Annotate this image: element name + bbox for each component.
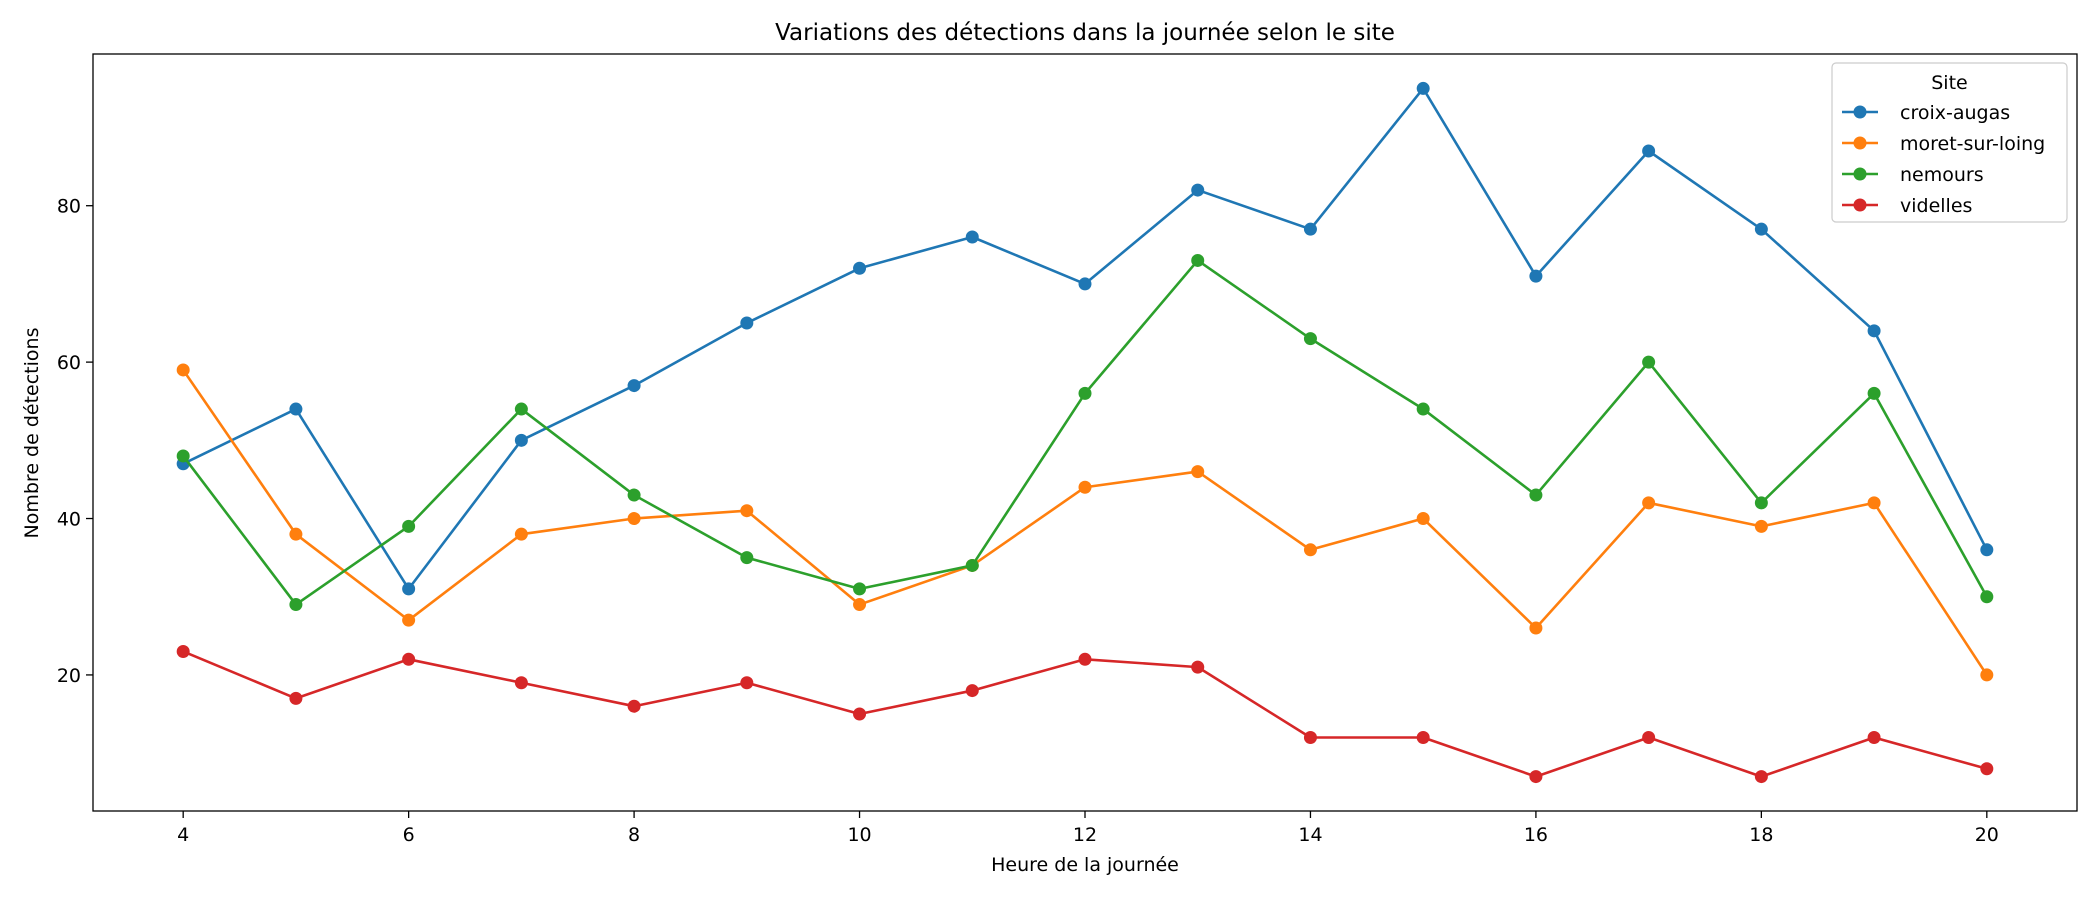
x-tick-label-16: 16 (1524, 824, 1548, 846)
x-tick-label-8: 8 (628, 824, 640, 846)
data-point-videlles-11 (965, 684, 979, 698)
x-tick-label-6: 6 (403, 824, 415, 846)
x-tick-label-20: 20 (1975, 824, 1999, 846)
data-point-nemours-19 (1867, 386, 1881, 400)
data-point-croix-augas-5 (289, 402, 303, 416)
legend-marker-croix-augas (1853, 105, 1867, 119)
data-point-croix-augas-11 (965, 230, 979, 244)
y-axis-title: Nombre de détections (21, 328, 43, 539)
x-tick-label-14: 14 (1298, 824, 1322, 846)
legend-marker-moret-sur-loing (1853, 136, 1867, 150)
data-point-nemours-18 (1754, 496, 1768, 510)
data-point-nemours-11 (965, 558, 979, 572)
data-point-nemours-8 (627, 488, 641, 502)
legend-title: Site (1931, 72, 1967, 94)
data-point-videlles-13 (1191, 660, 1205, 674)
data-point-videlles-7 (514, 676, 528, 690)
data-point-croix-augas-19 (1867, 324, 1881, 338)
data-point-videlles-17 (1642, 730, 1656, 744)
data-point-croix-augas-10 (853, 261, 867, 275)
data-point-nemours-15 (1416, 402, 1430, 416)
data-point-moret-sur-loing-6 (402, 613, 416, 627)
x-tick-label-10: 10 (847, 824, 871, 846)
data-point-moret-sur-loing-9 (740, 504, 754, 518)
data-point-videlles-15 (1416, 730, 1430, 744)
x-axis-title: Heure de la journée (991, 854, 1179, 876)
data-point-moret-sur-loing-16 (1529, 621, 1543, 635)
data-point-croix-augas-17 (1642, 144, 1656, 158)
data-point-videlles-8 (627, 699, 641, 713)
data-point-nemours-17 (1642, 355, 1656, 369)
chart-title: Variations des détections dans la journé… (775, 20, 1395, 46)
data-point-moret-sur-loing-10 (853, 598, 867, 612)
data-point-videlles-5 (289, 691, 303, 705)
legend-label-nemours: nemours (1900, 164, 1984, 186)
data-point-croix-augas-16 (1529, 269, 1543, 283)
data-point-moret-sur-loing-12 (1078, 480, 1092, 494)
data-point-nemours-16 (1529, 488, 1543, 502)
legend-label-croix-augas: croix-augas (1900, 102, 2010, 124)
data-point-moret-sur-loing-20 (1980, 668, 1994, 682)
data-point-videlles-12 (1078, 652, 1092, 666)
data-point-moret-sur-loing-19 (1867, 496, 1881, 510)
data-point-moret-sur-loing-8 (627, 512, 641, 526)
data-point-croix-augas-6 (402, 582, 416, 596)
data-point-videlles-9 (740, 676, 754, 690)
y-tick-label-80: 80 (57, 196, 81, 218)
data-point-nemours-5 (289, 598, 303, 612)
data-point-nemours-4 (176, 449, 190, 463)
data-point-videlles-14 (1303, 730, 1317, 744)
legend-label-videlles: videlles (1900, 195, 1972, 217)
data-point-moret-sur-loing-14 (1303, 543, 1317, 557)
data-point-nemours-9 (740, 551, 754, 565)
data-point-moret-sur-loing-17 (1642, 496, 1656, 510)
legend: Site croix-augas moret-sur-loing nemours vid… (1831, 62, 2068, 223)
data-point-nemours-13 (1191, 253, 1205, 267)
data-point-videlles-20 (1980, 762, 1994, 776)
y-tick-label-40: 40 (57, 509, 81, 531)
data-point-croix-augas-18 (1754, 222, 1768, 236)
data-point-moret-sur-loing-4 (176, 363, 190, 377)
data-point-nemours-14 (1303, 332, 1317, 346)
data-point-moret-sur-loing-5 (289, 527, 303, 541)
data-point-croix-augas-9 (740, 316, 754, 330)
data-point-moret-sur-loing-7 (514, 527, 528, 541)
data-point-moret-sur-loing-13 (1191, 465, 1205, 479)
legend-box (1831, 62, 2068, 223)
data-point-videlles-18 (1754, 770, 1768, 784)
data-point-moret-sur-loing-15 (1416, 512, 1430, 526)
data-point-croix-augas-13 (1191, 183, 1205, 197)
legend-marker-nemours (1853, 167, 1867, 181)
data-point-videlles-4 (176, 644, 190, 658)
plot-area: 4 6 8 10 12 14 16 18 20 20 40 60 80 (57, 53, 2078, 846)
y-tick-label-60: 60 (57, 352, 81, 374)
data-point-nemours-20 (1980, 590, 1994, 604)
data-point-nemours-6 (402, 519, 416, 533)
data-point-nemours-12 (1078, 386, 1092, 400)
data-point-videlles-16 (1529, 770, 1543, 784)
y-tick-label-20: 20 (57, 665, 81, 687)
legend-marker-videlles (1853, 198, 1867, 212)
legend-label-moret-sur-loing: moret-sur-loing (1900, 133, 2045, 155)
data-point-moret-sur-loing-18 (1754, 519, 1768, 533)
x-tick-label-12: 12 (1073, 824, 1097, 846)
x-tick-label-4: 4 (177, 824, 189, 846)
data-point-croix-augas-14 (1303, 222, 1317, 236)
data-point-videlles-19 (1867, 730, 1881, 744)
data-point-nemours-10 (853, 582, 867, 596)
x-tick-label-18: 18 (1749, 824, 1773, 846)
data-point-croix-augas-12 (1078, 277, 1092, 291)
data-point-videlles-10 (853, 707, 867, 721)
data-point-croix-augas-8 (627, 379, 641, 393)
data-point-croix-augas-20 (1980, 543, 1994, 557)
data-point-croix-augas-15 (1416, 81, 1430, 95)
data-point-videlles-6 (402, 652, 416, 666)
data-point-croix-augas-7 (514, 433, 528, 447)
data-point-nemours-7 (514, 402, 528, 416)
